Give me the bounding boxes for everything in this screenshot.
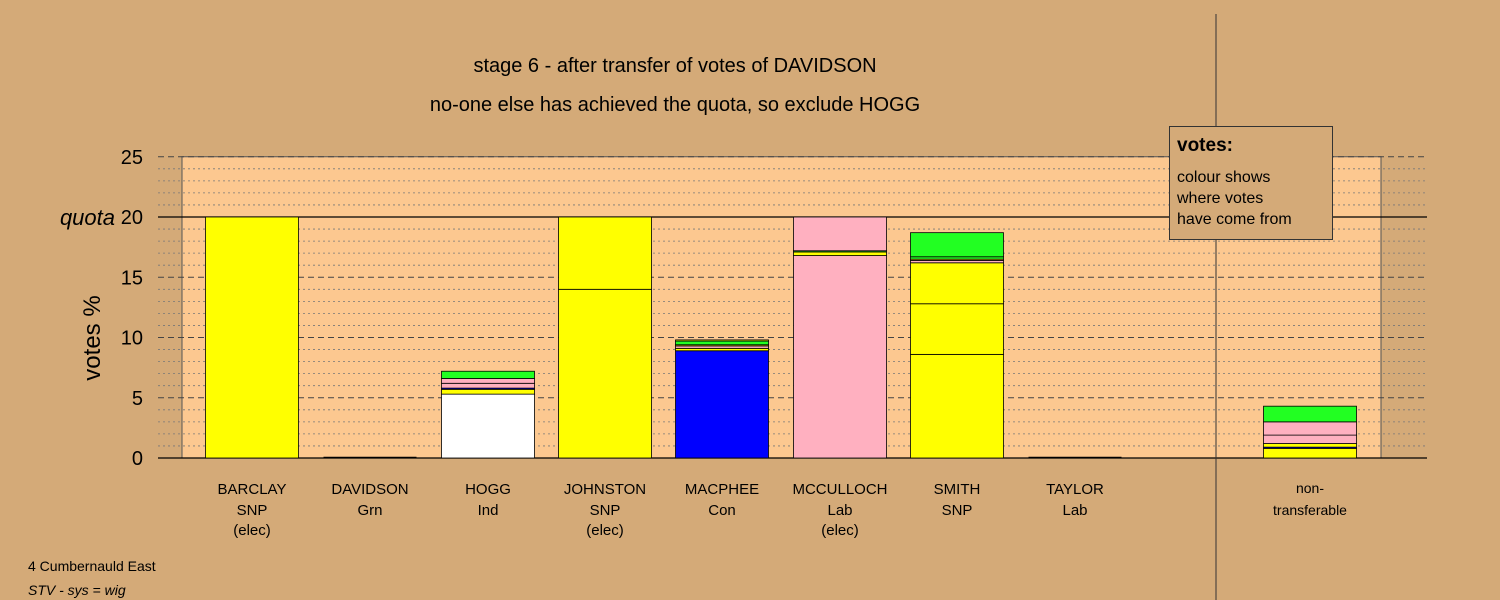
bar-nontransferable-segment xyxy=(1263,434,1357,444)
candidate-party-label: SNP xyxy=(942,502,973,519)
bar-hogg-segment xyxy=(441,378,535,384)
y-axis-label: votes % xyxy=(79,295,106,380)
bar-macphee-segment xyxy=(675,339,769,342)
candidate-name-label: HOGG xyxy=(465,481,511,498)
candidate-status-label: (elec) xyxy=(586,522,624,539)
candidate-status-label: (elec) xyxy=(821,522,859,539)
legend-line-3: have come from xyxy=(1177,211,1292,228)
bar-nontransferable-segment xyxy=(1263,447,1357,459)
bar-mcculloch-segment xyxy=(793,251,887,256)
bar-johnston-segment xyxy=(558,288,652,459)
candidate-party-label: SNP xyxy=(237,502,268,519)
bar-nontransferable-segment xyxy=(1263,405,1357,423)
legend-box: votes: colour shows where votes have com… xyxy=(1169,126,1333,240)
ward-name: 4 Cumbernauld East xyxy=(28,558,156,574)
candidate-party-label: Con xyxy=(708,502,736,519)
bars-layer xyxy=(205,216,1357,459)
candidate-party-label: Ind xyxy=(478,502,499,519)
candidate-name-label: JOHNSTON xyxy=(564,481,646,498)
candidate-name-label: TAYLOR xyxy=(1046,481,1104,498)
nontransferable-label-line1: non- xyxy=(1296,480,1324,496)
bar-hogg-segment xyxy=(441,382,535,389)
bar-hogg-segment xyxy=(441,388,535,395)
bar-smith-segment xyxy=(910,232,1004,258)
candidate-name-label: MACPHEE xyxy=(685,481,759,498)
y-tick-label: 15 xyxy=(121,267,143,289)
bar-smith-segment xyxy=(910,353,1004,459)
bar-macphee-segment xyxy=(675,340,769,346)
bar-smith-segment xyxy=(910,262,1004,305)
candidate-status-label: (elec) xyxy=(233,522,271,539)
legend-line-1: colour shows xyxy=(1177,169,1271,186)
y-tick-label: 10 xyxy=(121,328,143,350)
bar-mcculloch-segment xyxy=(793,216,887,252)
legend-title: votes: xyxy=(1177,135,1233,156)
bar-macphee-segment xyxy=(675,350,769,459)
system-label: STV - sys = wig xyxy=(28,582,126,598)
axis-layer: 0 5 10 15 20 25 quota BARCLAY SNP (elec) DAVIDSON G… xyxy=(60,147,1347,539)
bar-hogg-segment xyxy=(441,393,535,459)
y-tick-label: 0 xyxy=(132,448,143,470)
candidate-party-label: Lab xyxy=(1062,502,1087,519)
bar-smith-segment xyxy=(910,303,1004,355)
y-tick-label: 20 xyxy=(121,207,143,229)
bar-mcculloch-segment xyxy=(793,255,887,459)
bar-nontransferable-segment xyxy=(1263,443,1357,448)
chart-title: stage 6 - after transfer of votes of DAV… xyxy=(473,55,876,77)
bar-nontransferable-segment xyxy=(1263,421,1357,436)
candidate-name-label: DAVIDSON xyxy=(331,481,408,498)
candidate-party-label: Grn xyxy=(357,502,382,519)
bar-hogg-segment xyxy=(441,370,535,379)
candidate-party-label: Lab xyxy=(827,502,852,519)
nontransferable-label-line2: transferable xyxy=(1273,502,1347,518)
bar-barclay-segment xyxy=(205,216,299,459)
y-tick-label: 5 xyxy=(132,388,143,410)
bar-johnston-segment xyxy=(558,216,652,290)
y-tick-label: 25 xyxy=(121,147,143,169)
candidate-name-label: BARCLAY xyxy=(218,481,287,498)
candidate-name-label: MCCULLOCH xyxy=(792,481,887,498)
quota-label: quota xyxy=(60,205,115,230)
legend-line-2: where votes xyxy=(1177,190,1264,207)
candidate-party-label: SNP xyxy=(590,502,621,519)
candidate-name-label: SMITH xyxy=(934,481,981,498)
chart-subtitle: no-one else has achieved the quota, so e… xyxy=(430,94,920,116)
